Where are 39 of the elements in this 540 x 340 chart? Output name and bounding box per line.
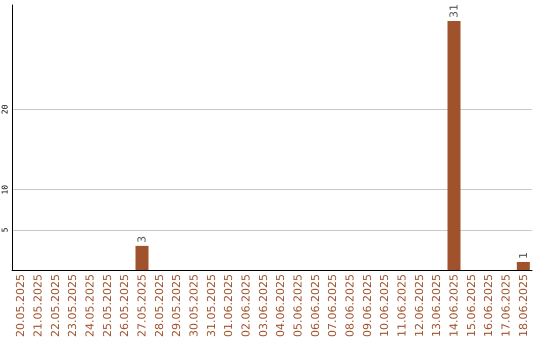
- x-tick-label: 07.06.2025: [326, 274, 340, 337]
- x-tick-label: 26.05.2025: [118, 274, 132, 337]
- x-tick-label: 09.06.2025: [360, 274, 374, 337]
- bar: [136, 246, 148, 270]
- y-tick-label: 10: [0, 184, 10, 195]
- x-tick-label: 25.05.2025: [100, 274, 114, 337]
- bar: [448, 21, 460, 270]
- x-tick-label: 28.05.2025: [152, 274, 166, 337]
- x-tick-label: 11.06.2025: [396, 274, 408, 337]
- x-tick-label: 13.06.2025: [430, 274, 444, 337]
- x-tick-label: 06.06.2025: [308, 274, 322, 337]
- bar: [516, 262, 530, 270]
- x-tick-label: 31.05.2025: [204, 274, 218, 337]
- x-tick-label: 22.05.2025: [48, 274, 62, 337]
- x-tick-label: 03.06.2025: [256, 274, 270, 337]
- y-tick-label: 5: [0, 227, 10, 232]
- x-tick-label: 21.05.2025: [32, 274, 44, 337]
- x-tick-label: 16.06.2025: [482, 274, 496, 337]
- x-tick-label: 24.05.2025: [84, 274, 96, 337]
- x-tick-label: 20.05.2025: [14, 274, 28, 337]
- x-tick-label: 04.06.2025: [274, 274, 288, 337]
- x-tick-label: 02.06.2025: [240, 274, 252, 337]
- y-tick-label: 20: [0, 104, 10, 114]
- x-tick-label: 27.05.2025: [136, 274, 148, 337]
- x-tick-label: 18.06.2025: [516, 274, 530, 337]
- x-tick-label: 17.06.2025: [500, 274, 512, 337]
- x-tick-label: 14.06.2025: [448, 274, 460, 337]
- x-tick-label: 15.06.2025: [464, 274, 478, 337]
- x-tick-label: 12.06.2025: [412, 274, 426, 337]
- x-tick-label: 29.05.2025: [170, 274, 184, 337]
- x-tick-label: 01.06.2025: [222, 274, 236, 337]
- x-tick-label: 23.05.2025: [66, 274, 80, 337]
- x-tick-label: 05.06.2025: [292, 274, 304, 337]
- data-label: 1: [516, 252, 530, 259]
- x-tick-label: 08.06.2025: [344, 274, 356, 337]
- data-label: 3: [136, 236, 148, 243]
- x-tick-label: 10.06.2025: [378, 274, 392, 337]
- data-label: 31: [448, 4, 460, 18]
- x-tick-label: 30.05.2025: [188, 274, 200, 337]
